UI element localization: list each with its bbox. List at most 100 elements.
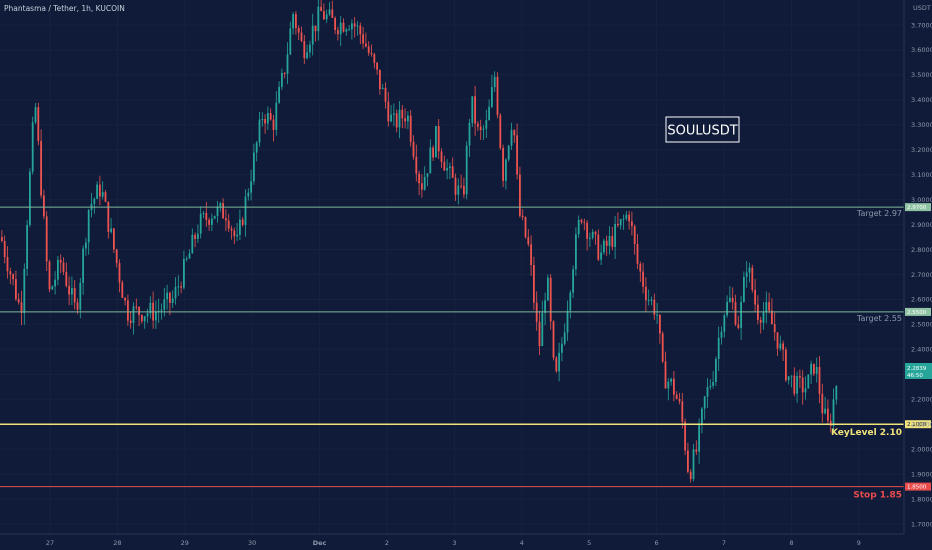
candle [449, 162, 451, 180]
candle [309, 40, 311, 58]
candle [435, 125, 437, 158]
candle [608, 226, 611, 255]
candle [37, 102, 40, 146]
candle [407, 111, 409, 130]
candle [437, 118, 440, 160]
candle [381, 83, 384, 90]
candle [745, 261, 748, 288]
candle [345, 27, 348, 36]
grid [0, 0, 904, 534]
level-price-tag-text: 2.1000 [907, 422, 927, 428]
candle [59, 254, 62, 274]
candle [549, 274, 552, 330]
candle [93, 197, 96, 214]
x-tick-label: 9 [857, 539, 861, 547]
candle [692, 443, 695, 482]
candle [331, 0, 334, 19]
candle [362, 26, 364, 49]
candle [138, 306, 140, 327]
candle [12, 273, 14, 286]
candle [734, 294, 737, 327]
candle [328, 2, 331, 17]
level-price-tag [905, 307, 931, 316]
candle [26, 219, 28, 276]
candle [29, 168, 31, 228]
candle [146, 308, 149, 324]
candle [289, 21, 292, 56]
candle [297, 25, 300, 40]
candle [499, 113, 502, 150]
candle [591, 229, 594, 240]
candle [465, 141, 468, 200]
candle [701, 407, 703, 434]
candle [65, 262, 68, 288]
x-tick-label: 29 [181, 539, 189, 547]
y-tick-label: 2.4000 [911, 346, 932, 354]
level-price-tag-text: 2.5500 [907, 310, 927, 316]
candle [625, 210, 628, 221]
y-tick-label: 3.1000 [911, 171, 932, 179]
y-tick-label: 2.0000 [911, 445, 932, 453]
candle [57, 255, 59, 286]
candle [82, 245, 84, 295]
candle [603, 238, 605, 255]
candle [827, 399, 829, 424]
candle [272, 114, 275, 142]
symbol-box [665, 116, 740, 143]
candle [491, 74, 493, 109]
horizontal-levels: Target 2.97 2.9700 Target 2.55 2.5500 KeyLev… [0, 203, 931, 501]
candle [99, 175, 101, 206]
candles [1, 0, 838, 483]
candle [185, 256, 188, 262]
candle [558, 342, 560, 382]
time-axis[interactable]: 27 28 29 30 Dec 2 3 4 5 6 7 8 9 [46, 539, 861, 547]
candle [463, 177, 465, 199]
candle [681, 392, 684, 429]
candle [600, 244, 602, 266]
candle [398, 101, 401, 139]
candle [731, 287, 734, 310]
candle [423, 166, 426, 191]
candle [264, 114, 266, 134]
y-tick-label: 1.7000 [911, 520, 932, 528]
candle [799, 369, 801, 389]
candle [250, 169, 252, 201]
candle [379, 69, 381, 95]
candle [796, 371, 798, 403]
candle [583, 218, 586, 231]
candle [17, 293, 20, 305]
price-axis[interactable]: 1.70001.80001.90002.00002.10002.20002.30… [911, 21, 932, 528]
candle [605, 235, 608, 256]
candle [342, 18, 345, 33]
candle [477, 121, 479, 132]
candle [295, 11, 297, 35]
candle [62, 257, 65, 276]
candle [421, 174, 423, 198]
candle [188, 249, 191, 259]
candle [446, 159, 448, 180]
candle [208, 217, 210, 231]
candle [790, 375, 793, 388]
level-label: Stop 1.85 [853, 491, 902, 501]
candle [687, 442, 689, 474]
x-tick-label: 6 [655, 539, 659, 547]
candle [594, 230, 597, 245]
candle [709, 379, 712, 390]
candle [689, 469, 692, 483]
candle [824, 396, 826, 415]
y-tick-label: 2.8000 [911, 246, 932, 254]
candle [205, 201, 208, 227]
candle [611, 226, 614, 251]
candle [34, 102, 37, 125]
candle [255, 140, 258, 162]
candle [418, 170, 420, 196]
current-price-tag: 2.2839 46:50 [905, 363, 932, 379]
x-tick-label: 5 [587, 539, 591, 547]
candle [474, 85, 476, 136]
level-price-tag-text: 2.9700 [907, 205, 927, 211]
candle [801, 370, 804, 405]
level-price-tag [905, 482, 931, 491]
candle [675, 391, 678, 400]
candle [306, 44, 308, 60]
